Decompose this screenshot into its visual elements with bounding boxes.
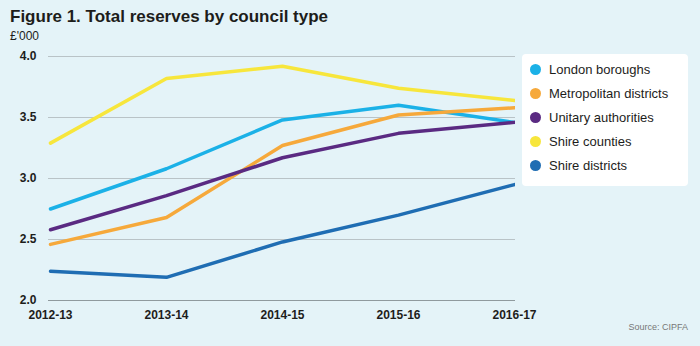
html-text:Unitary authorities: Unitary authorities [549, 110, 654, 125]
html-text:Metropolitan districts: Metropolitan districts [549, 86, 669, 101]
svg-text:2013-14: 2013-14 [144, 308, 188, 322]
svg-text:2015-16: 2015-16 [376, 308, 420, 322]
html-text:Shire districts: Shire districts [549, 158, 627, 173]
svg-text:2012-13: 2012-13 [28, 308, 72, 322]
svg-text:2.0: 2.0 [20, 293, 37, 307]
svg-text:2.5: 2.5 [20, 232, 37, 246]
html-text:Source: CIPFA: Source: CIPFA [628, 322, 688, 332]
svg-text:3.5: 3.5 [20, 110, 37, 124]
html-text:Shire counties: Shire counties [549, 134, 632, 149]
html-text:London boroughs: London boroughs [549, 62, 651, 77]
svg-text:2016-17: 2016-17 [492, 308, 536, 322]
svg-text:3.0: 3.0 [20, 171, 37, 185]
html-text:Figure 1. Total reserves by co: Figure 1. Total reserves by council type [10, 7, 329, 26]
html-text:£'000: £'000 [10, 29, 39, 43]
svg-text:4.0: 4.0 [20, 49, 37, 63]
svg-text:2014-15: 2014-15 [260, 308, 304, 322]
